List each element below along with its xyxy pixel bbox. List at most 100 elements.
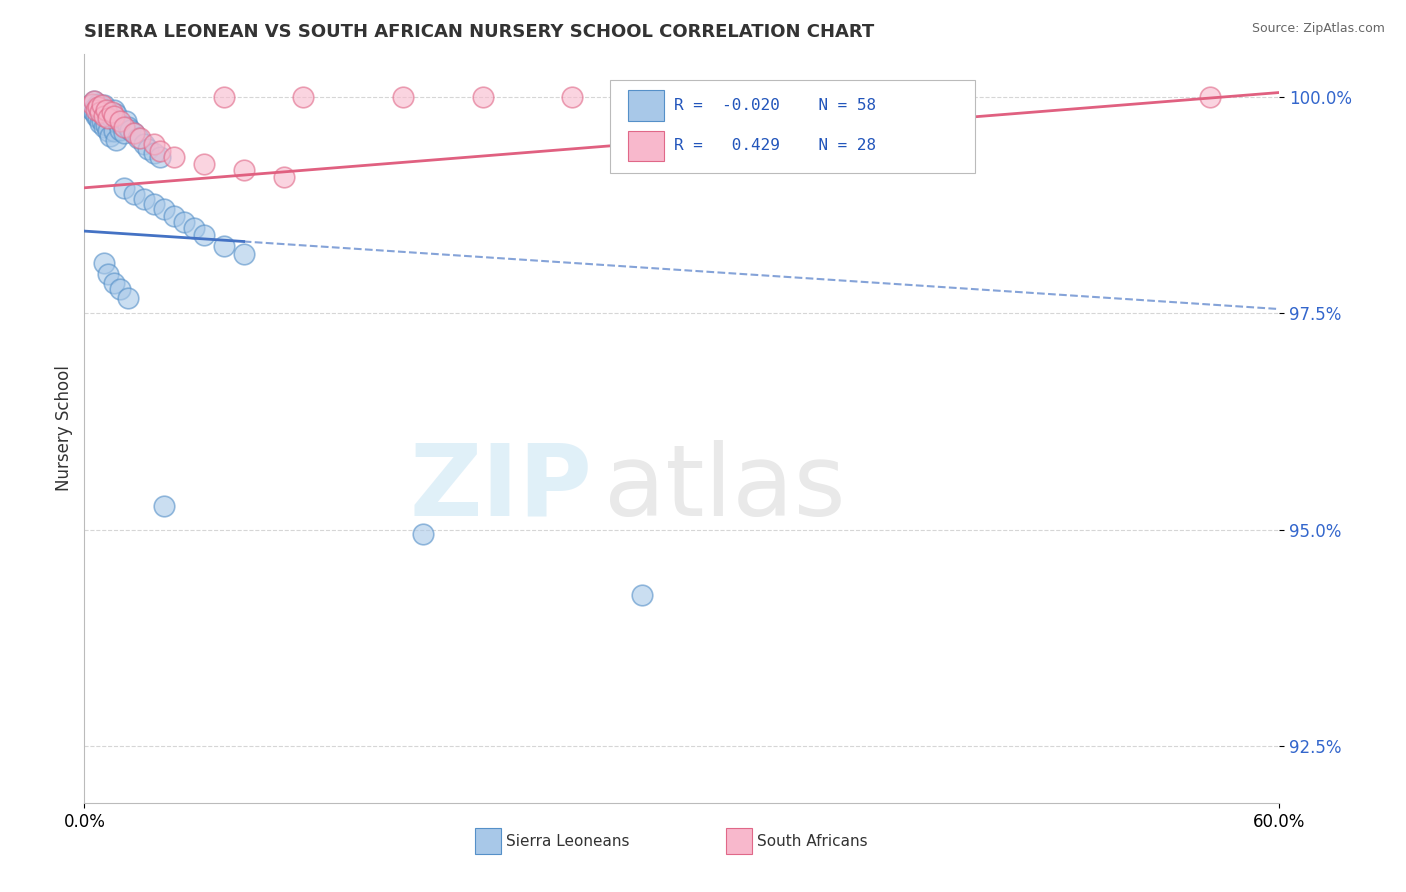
- Point: [91, 98, 114, 112]
- Point: [86, 100, 108, 114]
- Point: [83, 94, 105, 108]
- Point: [105, 107, 128, 121]
- Point: [89, 116, 111, 130]
- Bar: [475, 828, 502, 854]
- FancyBboxPatch shape: [610, 79, 974, 173]
- Point: [127, 131, 149, 145]
- Point: [96, 103, 118, 117]
- Point: [110, 122, 132, 136]
- Text: SIERRA LEONEAN VS SOUTH AFRICAN NURSERY SCHOOL CORRELATION CHART: SIERRA LEONEAN VS SOUTH AFRICAN NURSERY …: [84, 23, 875, 41]
- Y-axis label: Nursery School: Nursery School: [55, 365, 73, 491]
- Point: [89, 103, 111, 117]
- Point: [111, 118, 134, 132]
- Point: [122, 126, 145, 140]
- Point: [112, 126, 135, 140]
- Point: [173, 215, 195, 229]
- Point: [105, 133, 128, 147]
- Point: [96, 118, 118, 132]
- Point: [561, 90, 583, 104]
- Text: Sierra Leoneans: Sierra Leoneans: [506, 834, 630, 849]
- Point: [96, 103, 118, 117]
- Point: [115, 114, 138, 128]
- Point: [82, 96, 104, 111]
- Point: [107, 116, 129, 130]
- Point: [132, 192, 156, 206]
- Point: [87, 96, 110, 111]
- Point: [232, 247, 254, 261]
- Point: [93, 98, 115, 112]
- Point: [97, 105, 120, 120]
- Point: [93, 256, 115, 270]
- Point: [292, 90, 315, 104]
- Point: [212, 90, 235, 104]
- Point: [149, 151, 172, 165]
- Point: [86, 103, 108, 117]
- Bar: [725, 828, 752, 854]
- Point: [163, 210, 186, 224]
- Point: [97, 124, 120, 138]
- Point: [112, 120, 135, 135]
- Point: [87, 100, 110, 114]
- Point: [103, 276, 125, 290]
- Bar: [628, 131, 664, 161]
- Point: [153, 202, 176, 217]
- Point: [412, 527, 434, 541]
- Point: [98, 128, 121, 143]
- Point: [471, 90, 494, 104]
- Point: [89, 105, 111, 120]
- Point: [87, 112, 110, 126]
- Point: [163, 151, 186, 165]
- Text: South Africans: South Africans: [758, 834, 868, 849]
- Bar: [628, 90, 664, 120]
- Text: Source: ZipAtlas.com: Source: ZipAtlas.com: [1251, 22, 1385, 36]
- Point: [273, 169, 295, 184]
- Point: [83, 94, 105, 108]
- Point: [193, 157, 215, 171]
- Point: [79, 98, 101, 112]
- Point: [193, 228, 215, 243]
- Point: [132, 137, 156, 152]
- Point: [86, 109, 108, 123]
- Point: [153, 499, 176, 513]
- Point: [91, 114, 114, 128]
- Point: [103, 103, 125, 117]
- Point: [143, 137, 166, 152]
- Point: [143, 146, 166, 161]
- Text: ZIP: ZIP: [409, 440, 592, 537]
- Point: [97, 112, 120, 126]
- Point: [392, 90, 415, 104]
- Point: [93, 109, 115, 123]
- Text: atlas: atlas: [605, 440, 846, 537]
- Point: [149, 144, 172, 158]
- Point: [183, 221, 205, 235]
- Point: [129, 131, 152, 145]
- Point: [101, 105, 124, 120]
- Point: [122, 126, 145, 140]
- Point: [143, 197, 166, 211]
- Point: [761, 90, 783, 104]
- Point: [232, 163, 254, 178]
- Text: R =  -0.020    N = 58: R = -0.020 N = 58: [673, 98, 876, 113]
- Point: [91, 100, 114, 114]
- Point: [631, 588, 654, 602]
- Point: [1198, 90, 1220, 104]
- Point: [98, 109, 121, 123]
- Point: [136, 142, 159, 156]
- Point: [117, 120, 139, 135]
- Point: [93, 120, 115, 135]
- Point: [117, 291, 139, 305]
- Point: [110, 114, 132, 128]
- Point: [122, 186, 145, 201]
- Point: [120, 122, 142, 136]
- Point: [93, 107, 115, 121]
- Point: [83, 105, 105, 120]
- Point: [103, 124, 125, 138]
- Point: [101, 112, 124, 126]
- Point: [112, 181, 135, 195]
- Point: [212, 239, 235, 253]
- Point: [97, 268, 120, 282]
- Point: [110, 282, 132, 296]
- Point: [82, 103, 104, 117]
- Text: R =   0.429    N = 28: R = 0.429 N = 28: [673, 138, 876, 153]
- Point: [103, 109, 125, 123]
